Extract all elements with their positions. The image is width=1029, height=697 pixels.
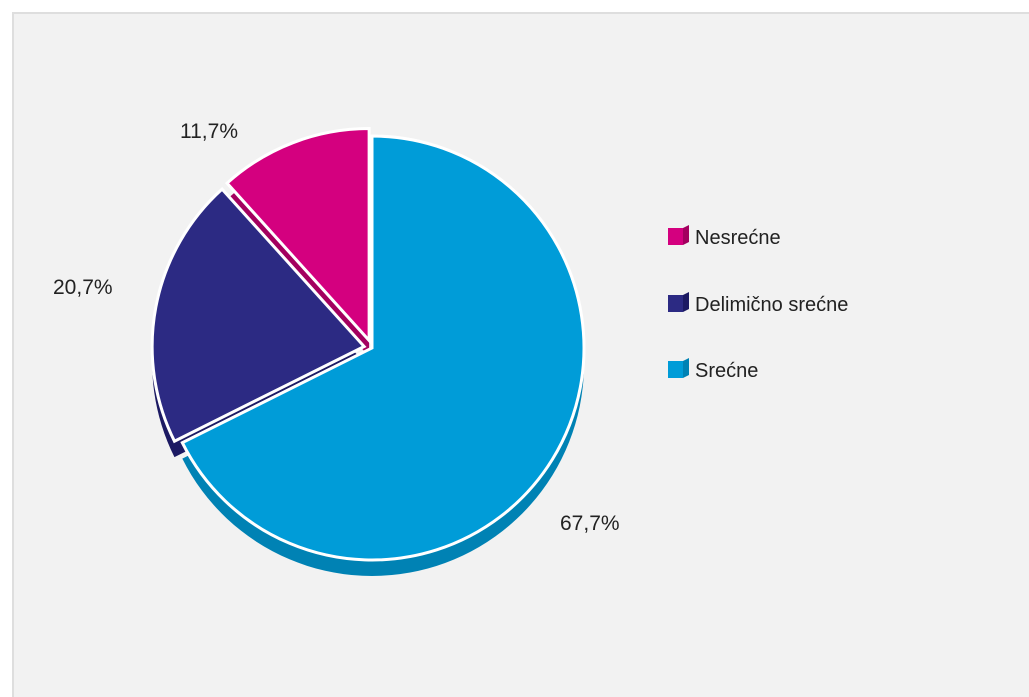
pie-labels: 67,7% 20,7% 11,7% [53,120,620,535]
legend-label-nesrecne: Nesrećne [695,227,781,249]
legend-item-srecne: Srećne [668,358,758,382]
slice-nesrecne [224,127,371,345]
slice-label-delimicno-srecne: 20,7% [53,276,113,299]
legend-swatch-side-srecne [683,358,689,378]
slice-label-nesrecne: 11,7% [180,120,238,143]
pie-slices [150,127,586,576]
legend-swatch-side-delimicno-srecne [683,292,689,312]
legend-label-srecne: Srećne [695,360,758,382]
slice-delimicno-srecne [150,187,367,444]
legend-swatch-side-nesrecne [683,225,689,245]
legend-swatch-delimicno-srecne [668,295,683,312]
slice-srecne [180,134,586,562]
legend-item-delimicno-srecne: Delimično srećne [668,292,848,316]
legend-label-delimicno-srecne: Delimično srećne [695,294,848,316]
legend-item-nesrecne: Nesrećne [668,225,781,249]
legend-swatch-srecne [668,361,683,378]
legend: Nesrećne Delimično srećne Srećne [668,225,848,382]
legend-swatch-nesrecne [668,228,683,245]
slice-label-srecne: 67,7% [560,512,620,535]
